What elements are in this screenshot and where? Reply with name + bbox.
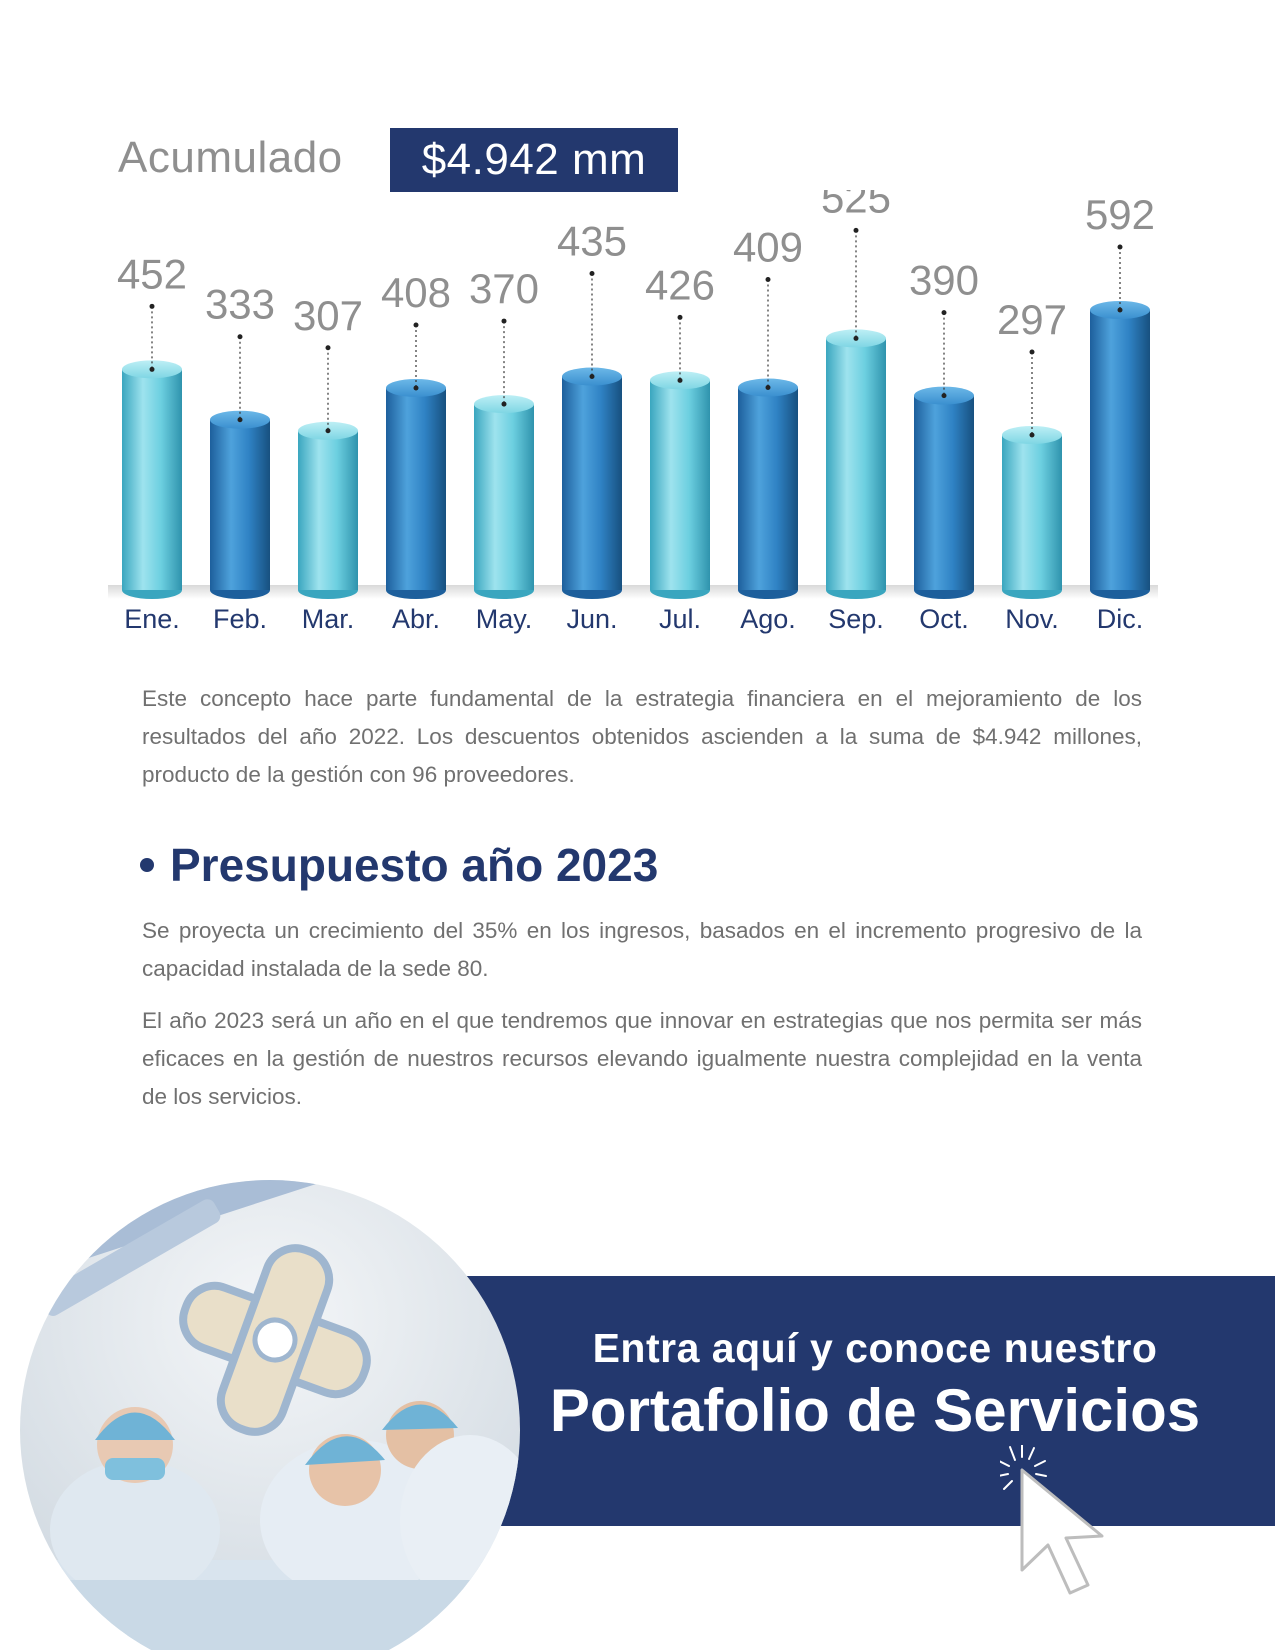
- bar-5: [474, 395, 534, 599]
- section-heading-text: Presupuesto año 2023: [170, 839, 659, 891]
- bar-body: [386, 387, 446, 590]
- value-label: 409: [733, 224, 803, 271]
- category-label: Nov.: [1005, 604, 1059, 634]
- category-label: Sep.: [828, 604, 884, 634]
- leader-dot: [677, 314, 683, 320]
- bar-1: [122, 360, 182, 599]
- leader-dot: [589, 374, 595, 380]
- category-label: May.: [476, 604, 533, 634]
- leader-dot: [1029, 432, 1035, 438]
- value-label: 426: [645, 261, 715, 308]
- value-label: 435: [557, 218, 627, 265]
- value-label: 297: [997, 296, 1067, 343]
- leader-dot: [325, 345, 331, 351]
- bar-body: [914, 395, 974, 590]
- bar-12: [1090, 301, 1150, 599]
- category-label: Mar.: [302, 604, 355, 634]
- leader-dot: [237, 417, 243, 423]
- leader-dot: [677, 377, 683, 383]
- leader-dot: [501, 401, 507, 407]
- leader-dot: [237, 334, 243, 340]
- bar-body: [122, 369, 182, 590]
- portfolio-banner[interactable]: [430, 1276, 1275, 1526]
- leader-dot: [413, 322, 419, 328]
- leader-dot: [1029, 349, 1035, 355]
- value-label: 307: [293, 292, 363, 339]
- value-label: 592: [1085, 191, 1155, 238]
- bullet-icon: [140, 858, 154, 872]
- value-label: 370: [469, 265, 539, 312]
- leader-dot: [853, 335, 859, 341]
- monthly-bar-chart: 452 Ene. 333 Feb. 307 Mar. 408 Abr. 370 May. 435 Ju…: [108, 190, 1158, 634]
- bar-10: [914, 386, 974, 599]
- leader-dot: [1117, 244, 1123, 250]
- budget-paragraph-1: Se proyecta un crecimiento del 35% en lo…: [142, 918, 1142, 981]
- section-heading: Presupuesto año 2023: [140, 838, 658, 892]
- bar-7: [650, 371, 710, 599]
- bar-body: [210, 419, 270, 590]
- accumulated-value-badge: $4.942 mm: [390, 128, 678, 192]
- bar-9: [826, 329, 886, 599]
- bar-4: [386, 378, 446, 599]
- value-label: 452: [117, 250, 187, 297]
- category-label: Jun.: [566, 604, 617, 634]
- category-label: Ago.: [740, 604, 796, 634]
- value-label: 525: [821, 190, 891, 221]
- accumulated-label: Acumulado: [118, 133, 343, 182]
- bar-body: [738, 387, 798, 590]
- leader-dot: [149, 303, 155, 309]
- budget-paragraph-2: El año 2023 será un año en el que tendre…: [142, 1008, 1142, 1109]
- banner-line-1[interactable]: Entra aquí y conoce nuestro: [592, 1325, 1158, 1371]
- bar-body: [474, 404, 534, 590]
- bar-body: [826, 338, 886, 590]
- intro-paragraph: Este concepto hace parte fundamental de …: [142, 686, 1142, 787]
- bar-body: [298, 430, 358, 590]
- bar-2: [210, 410, 270, 599]
- leader-dot: [853, 227, 859, 233]
- value-label: 408: [381, 269, 451, 316]
- bar-6: [562, 367, 622, 599]
- chart-baseline-shadow: [108, 585, 1158, 599]
- leader-dot: [149, 366, 155, 372]
- bar-body: [1090, 310, 1150, 590]
- category-label: Ene.: [124, 604, 180, 634]
- bar-body: [562, 376, 622, 590]
- leader-dot: [589, 271, 595, 277]
- leader-dot: [941, 393, 947, 399]
- surgeons-photo: [20, 1180, 520, 1650]
- category-label: Dic.: [1097, 604, 1144, 634]
- bar-11: [1002, 426, 1062, 599]
- bar-3: [298, 421, 358, 599]
- leader-dot: [765, 385, 771, 391]
- bar-8: [738, 378, 798, 599]
- leader-dot: [325, 428, 331, 434]
- pointer-cursor-icon[interactable]: [1000, 1445, 1130, 1605]
- value-label: 333: [205, 281, 275, 328]
- leader-dot: [941, 310, 947, 316]
- bar-body: [1002, 435, 1062, 590]
- category-label: Jul.: [659, 604, 701, 634]
- bar-body: [650, 380, 710, 590]
- leader-dot: [765, 277, 771, 283]
- leader-dot: [413, 385, 419, 391]
- value-label: 390: [909, 257, 979, 304]
- category-label: Oct.: [919, 604, 969, 634]
- leader-dot: [1117, 307, 1123, 313]
- category-label: Abr.: [392, 604, 440, 634]
- category-label: Feb.: [213, 604, 267, 634]
- banner-line-2[interactable]: Portafolio de Servicios: [549, 1377, 1201, 1444]
- leader-dot: [501, 318, 507, 324]
